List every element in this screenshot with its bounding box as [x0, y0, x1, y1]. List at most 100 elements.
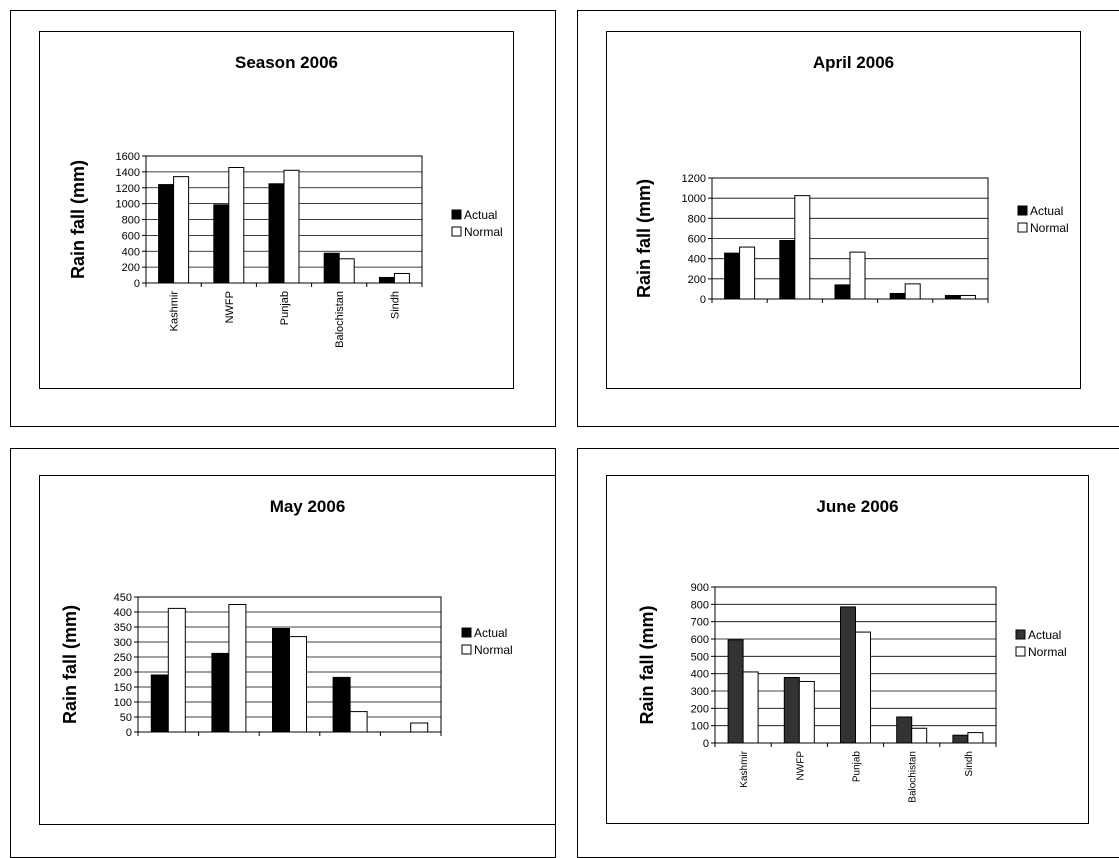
chart-area-april: April 2006 Rain fall (mm) 0 200 400 600 800 100…: [606, 31, 1081, 389]
chart-area-may: May 2006 Rain fall (mm) 0 50 100 150 200 250 300…: [39, 475, 556, 825]
bar-normal-balochistan: [349, 711, 368, 733]
x-tick-label: Sindh: [964, 751, 975, 777]
bar-normal-sindh: [959, 294, 976, 300]
chart-title: Season 2006: [235, 53, 338, 72]
x-tick-label: NWFP: [224, 291, 236, 323]
y-tick-label: 0: [703, 738, 709, 750]
legend-swatch-actual: [451, 209, 462, 220]
legend-swatch-normal: [1015, 646, 1026, 657]
y-tick-label: 350: [114, 622, 132, 634]
y-tick-label: 400: [691, 669, 709, 681]
legend-swatch-normal: [1017, 222, 1028, 233]
legend-label-normal: Normal: [1028, 645, 1067, 659]
legend-label-normal: Normal: [464, 225, 503, 239]
y-tick-label: 400: [122, 246, 140, 258]
y-tick-label: 400: [114, 607, 132, 619]
bar-actual-punjab: [268, 183, 285, 284]
bar-normal-kashmir: [167, 607, 186, 733]
y-tick-label: 450: [114, 592, 132, 604]
chart-title: April 2006: [813, 53, 894, 72]
y-tick-label: 800: [688, 213, 706, 225]
chart-area-season: Season 2006 Rain fall (mm) 0 200 400 600 800 10…: [39, 31, 514, 389]
legend-swatch-actual: [461, 627, 472, 638]
y-axis-label: Rain fall (mm): [634, 179, 654, 298]
bar-normal-balochistan: [338, 258, 355, 284]
y-tick-label: 800: [122, 215, 140, 227]
chart-title: June 2006: [816, 497, 898, 516]
legend-swatch-actual: [1017, 205, 1028, 216]
bar-normal-kashmir: [173, 176, 190, 284]
y-axis-label: Rain fall (mm): [68, 160, 88, 279]
y-axis-label: Rain fall (mm): [637, 605, 657, 724]
x-tick-label: Punjab: [852, 751, 863, 783]
bar-actual-nwfp: [211, 652, 230, 733]
y-tick-label: 200: [122, 262, 140, 274]
y-tick-label: 200: [688, 274, 706, 286]
legend-label-normal: Normal: [474, 643, 513, 657]
y-tick-label: 800: [691, 599, 709, 611]
y-tick-label: 50: [120, 712, 132, 724]
bar-actual-punjab: [272, 628, 290, 733]
x-tick-label: NWFP: [795, 751, 806, 781]
y-tick-label: 150: [114, 682, 132, 694]
bar-normal-sindh: [393, 272, 410, 284]
y-tick-label: 900: [691, 582, 709, 594]
chart-panel-june: June 2006 Rain fall (mm) 0 100 200 300 400 500 6…: [577, 448, 1119, 858]
legend-swatch-normal: [451, 226, 462, 237]
y-tick-label: 250: [114, 652, 132, 664]
y-tick-label: 600: [688, 234, 706, 246]
legend-swatch-normal: [461, 644, 472, 655]
y-tick-label: 600: [122, 230, 140, 242]
bar-actual-kashmir: [727, 639, 744, 744]
bar-actual-kashmir: [158, 184, 175, 284]
x-tick-label: Kashmir: [739, 750, 750, 787]
y-tick-label: 700: [691, 617, 709, 629]
bar-normal-nwfp: [228, 167, 245, 284]
bar-actual-sindh: [944, 294, 961, 300]
y-tick-label: 1000: [116, 199, 140, 211]
chart-panel-april: April 2006 Rain fall (mm) 0 200 400 600 800 100…: [577, 10, 1119, 427]
chart-area-june: June 2006 Rain fall (mm) 0 100 200 300 400 500 6…: [606, 475, 1089, 824]
bar-actual-balochistan: [332, 676, 351, 733]
bar-chart-april: April 2006 Rain fall (mm) 0 200 400 600 800 100…: [634, 53, 1069, 306]
x-tick-label: Sindh: [389, 291, 401, 319]
bar-chart-june: June 2006 Rain fall (mm) 0 100 200 300 400 500 6…: [637, 497, 1067, 803]
x-tick-label: Punjab: [279, 291, 291, 325]
bar-normal-punjab: [849, 251, 866, 300]
y-tick-label: 1200: [682, 173, 706, 185]
x-tick-label: Balochistan: [334, 291, 346, 348]
bar-actual-kashmir: [724, 252, 741, 300]
bar-actual-nwfp: [783, 676, 800, 744]
chart-title: May 2006: [270, 497, 346, 516]
y-tick-label: 1600: [116, 151, 140, 163]
x-tick-label: Kashmir: [169, 291, 181, 332]
y-tick-label: 0: [126, 727, 132, 739]
legend-label-actual: Actual: [474, 626, 507, 640]
bar-actual-nwfp: [213, 204, 230, 284]
legend-label-actual: Actual: [1030, 204, 1063, 218]
y-tick-label: 1400: [116, 167, 140, 179]
bar-actual-punjab: [840, 606, 856, 744]
bar-actual-balochistan: [889, 292, 906, 300]
y-tick-label: 200: [114, 667, 132, 679]
bar-actual-balochistan: [323, 252, 340, 284]
bar-actual-sindh: [378, 276, 395, 284]
bar-actual-balochistan: [896, 716, 913, 744]
y-axis-label: Rain fall (mm): [60, 605, 80, 724]
bar-normal-nwfp: [794, 195, 811, 300]
bar-normal-kashmir: [739, 246, 756, 300]
bar-normal-punjab: [283, 169, 300, 284]
y-tick-label: 500: [691, 651, 709, 663]
bar-normal-sindh: [967, 732, 984, 744]
bar-normal-nwfp: [228, 604, 247, 733]
y-tick-label: 1000: [682, 193, 706, 205]
y-tick-label: 400: [688, 254, 706, 266]
x-tick-label: Balochistan: [908, 751, 919, 803]
bar-actual-nwfp: [779, 240, 796, 300]
bar-normal-punjab: [289, 636, 307, 733]
bar-normal-balochistan: [911, 727, 928, 744]
bar-actual-punjab: [834, 284, 851, 300]
legend-label-normal: Normal: [1030, 221, 1069, 235]
bar-normal-kashmir: [742, 671, 759, 744]
bar-normal-sindh: [410, 722, 429, 733]
